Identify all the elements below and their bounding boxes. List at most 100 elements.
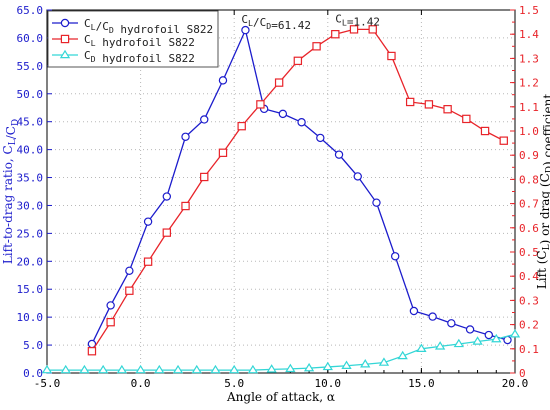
data-point-ld [218, 76, 228, 85]
data-point-cd [116, 364, 128, 374]
data-point-ld [200, 115, 209, 124]
legend-swatch-marker [59, 49, 71, 59]
data-point-cd [154, 364, 165, 374]
legend-swatch-marker [60, 18, 70, 28]
annotations: CL/CD=61.42 CL=1.42 [241, 12, 380, 32]
data-point-ld [162, 192, 172, 201]
data-point-cd [97, 364, 109, 374]
series-line-ld [91, 28, 508, 345]
data-point-ld [316, 133, 325, 143]
data-point-cl [443, 105, 452, 114]
data-point-cd [378, 357, 390, 366]
data-point-cl [181, 201, 190, 211]
data-point-ld [241, 25, 250, 35]
data-point-ld [143, 217, 153, 226]
data-point-cl [293, 56, 303, 66]
y-right-axis-label: Lift (CL) or drag (CD) coefficient [535, 94, 550, 289]
y-left-tick-label: 60.0 [17, 32, 44, 45]
data-point-cl [200, 172, 209, 182]
y-left-tick-label: 10.0 [17, 311, 44, 324]
data-point-cl [87, 347, 97, 356]
y-right-tick-label: 0.6 [519, 222, 539, 235]
data-point-ld [181, 132, 190, 141]
data-point-ld [428, 312, 437, 321]
y-left-tick-label: 65.0 [17, 4, 44, 17]
data-point-cd [397, 350, 408, 360]
x-tick-label: -5.0 [34, 377, 61, 390]
data-point-ld [390, 252, 400, 261]
y-right-tick-label: 0.7 [519, 198, 539, 211]
legend-item-cl: CL hydrofoil S822 [52, 33, 195, 49]
data-point-cd [79, 364, 90, 374]
y-left-tick-label: 55.0 [17, 60, 44, 73]
data-point-cd [434, 341, 446, 350]
y-right-tick-label: 1.2 [519, 77, 539, 90]
series-cl [87, 25, 508, 356]
data-point-ld [447, 319, 456, 328]
data-point-cl [387, 51, 396, 61]
legend-label: CD hydrofoil S822 [84, 49, 195, 65]
y-left-tick-label: 50.0 [17, 88, 44, 101]
x-tick-label: 10.0 [315, 377, 342, 390]
y-right-tick-label: 1.4 [519, 28, 539, 41]
y-right-tick-label: 0.3 [519, 294, 539, 307]
y-left-tick-label: 45.0 [17, 116, 44, 129]
y-left-tick-label: 15.0 [17, 283, 44, 296]
y-right-tick-label: 1.5 [519, 4, 539, 17]
y-left-tick-label: 25.0 [17, 227, 44, 240]
x-tick-label: 15.0 [408, 377, 435, 390]
data-point-cl [349, 25, 359, 34]
data-point-cd [509, 329, 521, 338]
data-point-cl [106, 317, 115, 327]
y-right-tick-label: 1.3 [519, 52, 539, 65]
legend-item-ld: CL/CD hydrofoil S822 [52, 17, 213, 36]
y-right-tick-label: 0.4 [519, 270, 539, 283]
data-point-cl [462, 114, 471, 124]
data-point-cl [162, 228, 172, 237]
legend-item-cd: CD hydrofoil S822 [52, 49, 195, 65]
data-point-cd [303, 362, 315, 372]
x-axis-label: Angle of attack, α [226, 390, 335, 404]
data-point-cd [60, 364, 71, 374]
annotation-label: CL=1.42 [335, 12, 380, 28]
data-point-cl [499, 136, 508, 145]
y-right-tick-label: 0.5 [519, 246, 539, 259]
series-cd [41, 329, 521, 374]
data-point-cl [480, 126, 490, 136]
data-point-cl [125, 286, 134, 295]
data-point-cl [237, 121, 246, 131]
y-right-tick-label: 1.0 [519, 125, 539, 138]
data-point-cd [135, 364, 146, 374]
data-point-cd [266, 364, 277, 373]
y-right-tick-label: 0.1 [519, 343, 539, 356]
data-point-cl [274, 78, 284, 87]
data-point-cl [218, 148, 228, 157]
legend-label: CL hydrofoil S822 [84, 33, 195, 49]
data-point-cl [424, 100, 434, 109]
y-right-tick-label: 0.9 [519, 149, 539, 162]
y-left-tick-label: 30.0 [17, 199, 44, 212]
y-left-tick-label: 5.0 [23, 339, 43, 352]
data-point-ld [372, 198, 381, 207]
x-tick-label: 0.0 [131, 377, 151, 390]
y-left-tick-label: 0.0 [23, 367, 43, 380]
data-point-cd [341, 360, 352, 369]
data-point-cd [453, 338, 465, 348]
data-point-cd [285, 363, 296, 373]
legend-swatch-marker [60, 34, 70, 44]
series-line-cl [91, 28, 505, 352]
data-point-cd [491, 333, 502, 343]
data-point-ld [125, 266, 134, 276]
y-left-tick-label: 40.0 [17, 144, 44, 157]
data-point-cl [312, 42, 321, 51]
y-left-axis-label: Lift-to-drag ratio, CL/CD [1, 119, 21, 264]
annotation-label: CL/CD=61.42 [241, 13, 311, 32]
x-tick-label: 20.0 [502, 377, 529, 390]
data-point-ld [297, 118, 306, 127]
data-point-cl [368, 25, 377, 34]
data-point-ld [353, 172, 362, 181]
data-point-ld [106, 301, 115, 310]
data-point-ld [278, 109, 288, 119]
x-tick-label: 5.0 [224, 377, 244, 390]
